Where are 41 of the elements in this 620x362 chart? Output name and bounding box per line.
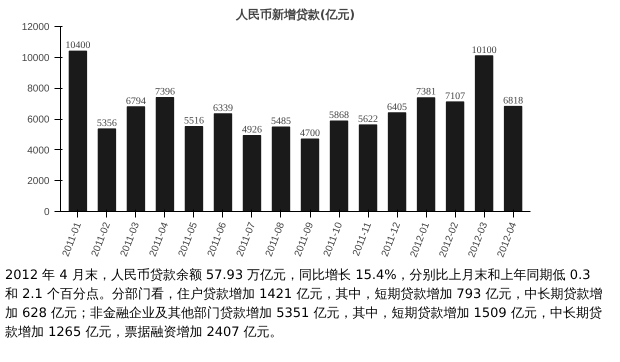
y-tick-label: 8000 — [27, 84, 50, 95]
bar — [272, 126, 290, 212]
data-label: 10400 — [65, 40, 90, 52]
data-label: 10100 — [472, 44, 497, 56]
y-tick-label: 10000 — [22, 52, 50, 64]
text: 2012 年 4 月末，人民币贷款余额 57.93 万亿元，同比增长 15.4%，分别比上月末和上年同期低 0.3 和 2.1 个百分点。分部门看，住户贷款增加 1421 亿元，其中，短期贷款增加 793 亿元，中长期贷款增加 628 亿元；非金融企业及其他部门贷款增加 5351 亿元，其中，短期贷款增加 1509 亿元，中长期贷款增加 1265 亿元，票据融资增加 2407 亿元。 — [5, 267, 604, 342]
y-tick-label: 4000 — [27, 145, 50, 156]
bar — [416, 97, 436, 212]
bar — [388, 112, 406, 212]
bar — [300, 138, 320, 212]
bar — [358, 124, 378, 212]
bar — [474, 55, 494, 212]
y-tick-label: 6000 — [27, 114, 50, 126]
bar — [242, 135, 262, 212]
bar — [184, 126, 204, 212]
data-label: 4700 — [300, 128, 320, 140]
bar — [446, 101, 464, 212]
bar — [330, 120, 348, 212]
y-tick-label: 0 — [44, 207, 50, 218]
data-label: 4926 — [242, 124, 262, 136]
bar — [126, 106, 146, 212]
data-label: 6339 — [212, 102, 233, 114]
data-label: 6405 — [387, 102, 408, 113]
data-label: 6794 — [126, 96, 146, 107]
data-label: 6818 — [503, 95, 524, 106]
bar — [504, 106, 522, 212]
data-label: 7107 — [445, 90, 466, 102]
data-label: 5485 — [270, 116, 291, 127]
data-label: 5356 — [96, 118, 117, 129]
y-tick-label: 2000 — [27, 176, 50, 188]
bar — [68, 50, 88, 212]
bar — [214, 113, 232, 212]
data-label: 5622 — [358, 114, 378, 125]
bar — [156, 96, 174, 212]
data-label: 7396 — [154, 86, 175, 98]
data-label: 5868 — [329, 110, 350, 122]
y-tick-label: 12000 — [22, 22, 50, 33]
data-label: 5516 — [184, 115, 204, 126]
chart-title: 人民币新增贷款(亿元) — [235, 8, 355, 22]
bar — [98, 128, 116, 212]
data-label: 7381 — [416, 86, 436, 98]
